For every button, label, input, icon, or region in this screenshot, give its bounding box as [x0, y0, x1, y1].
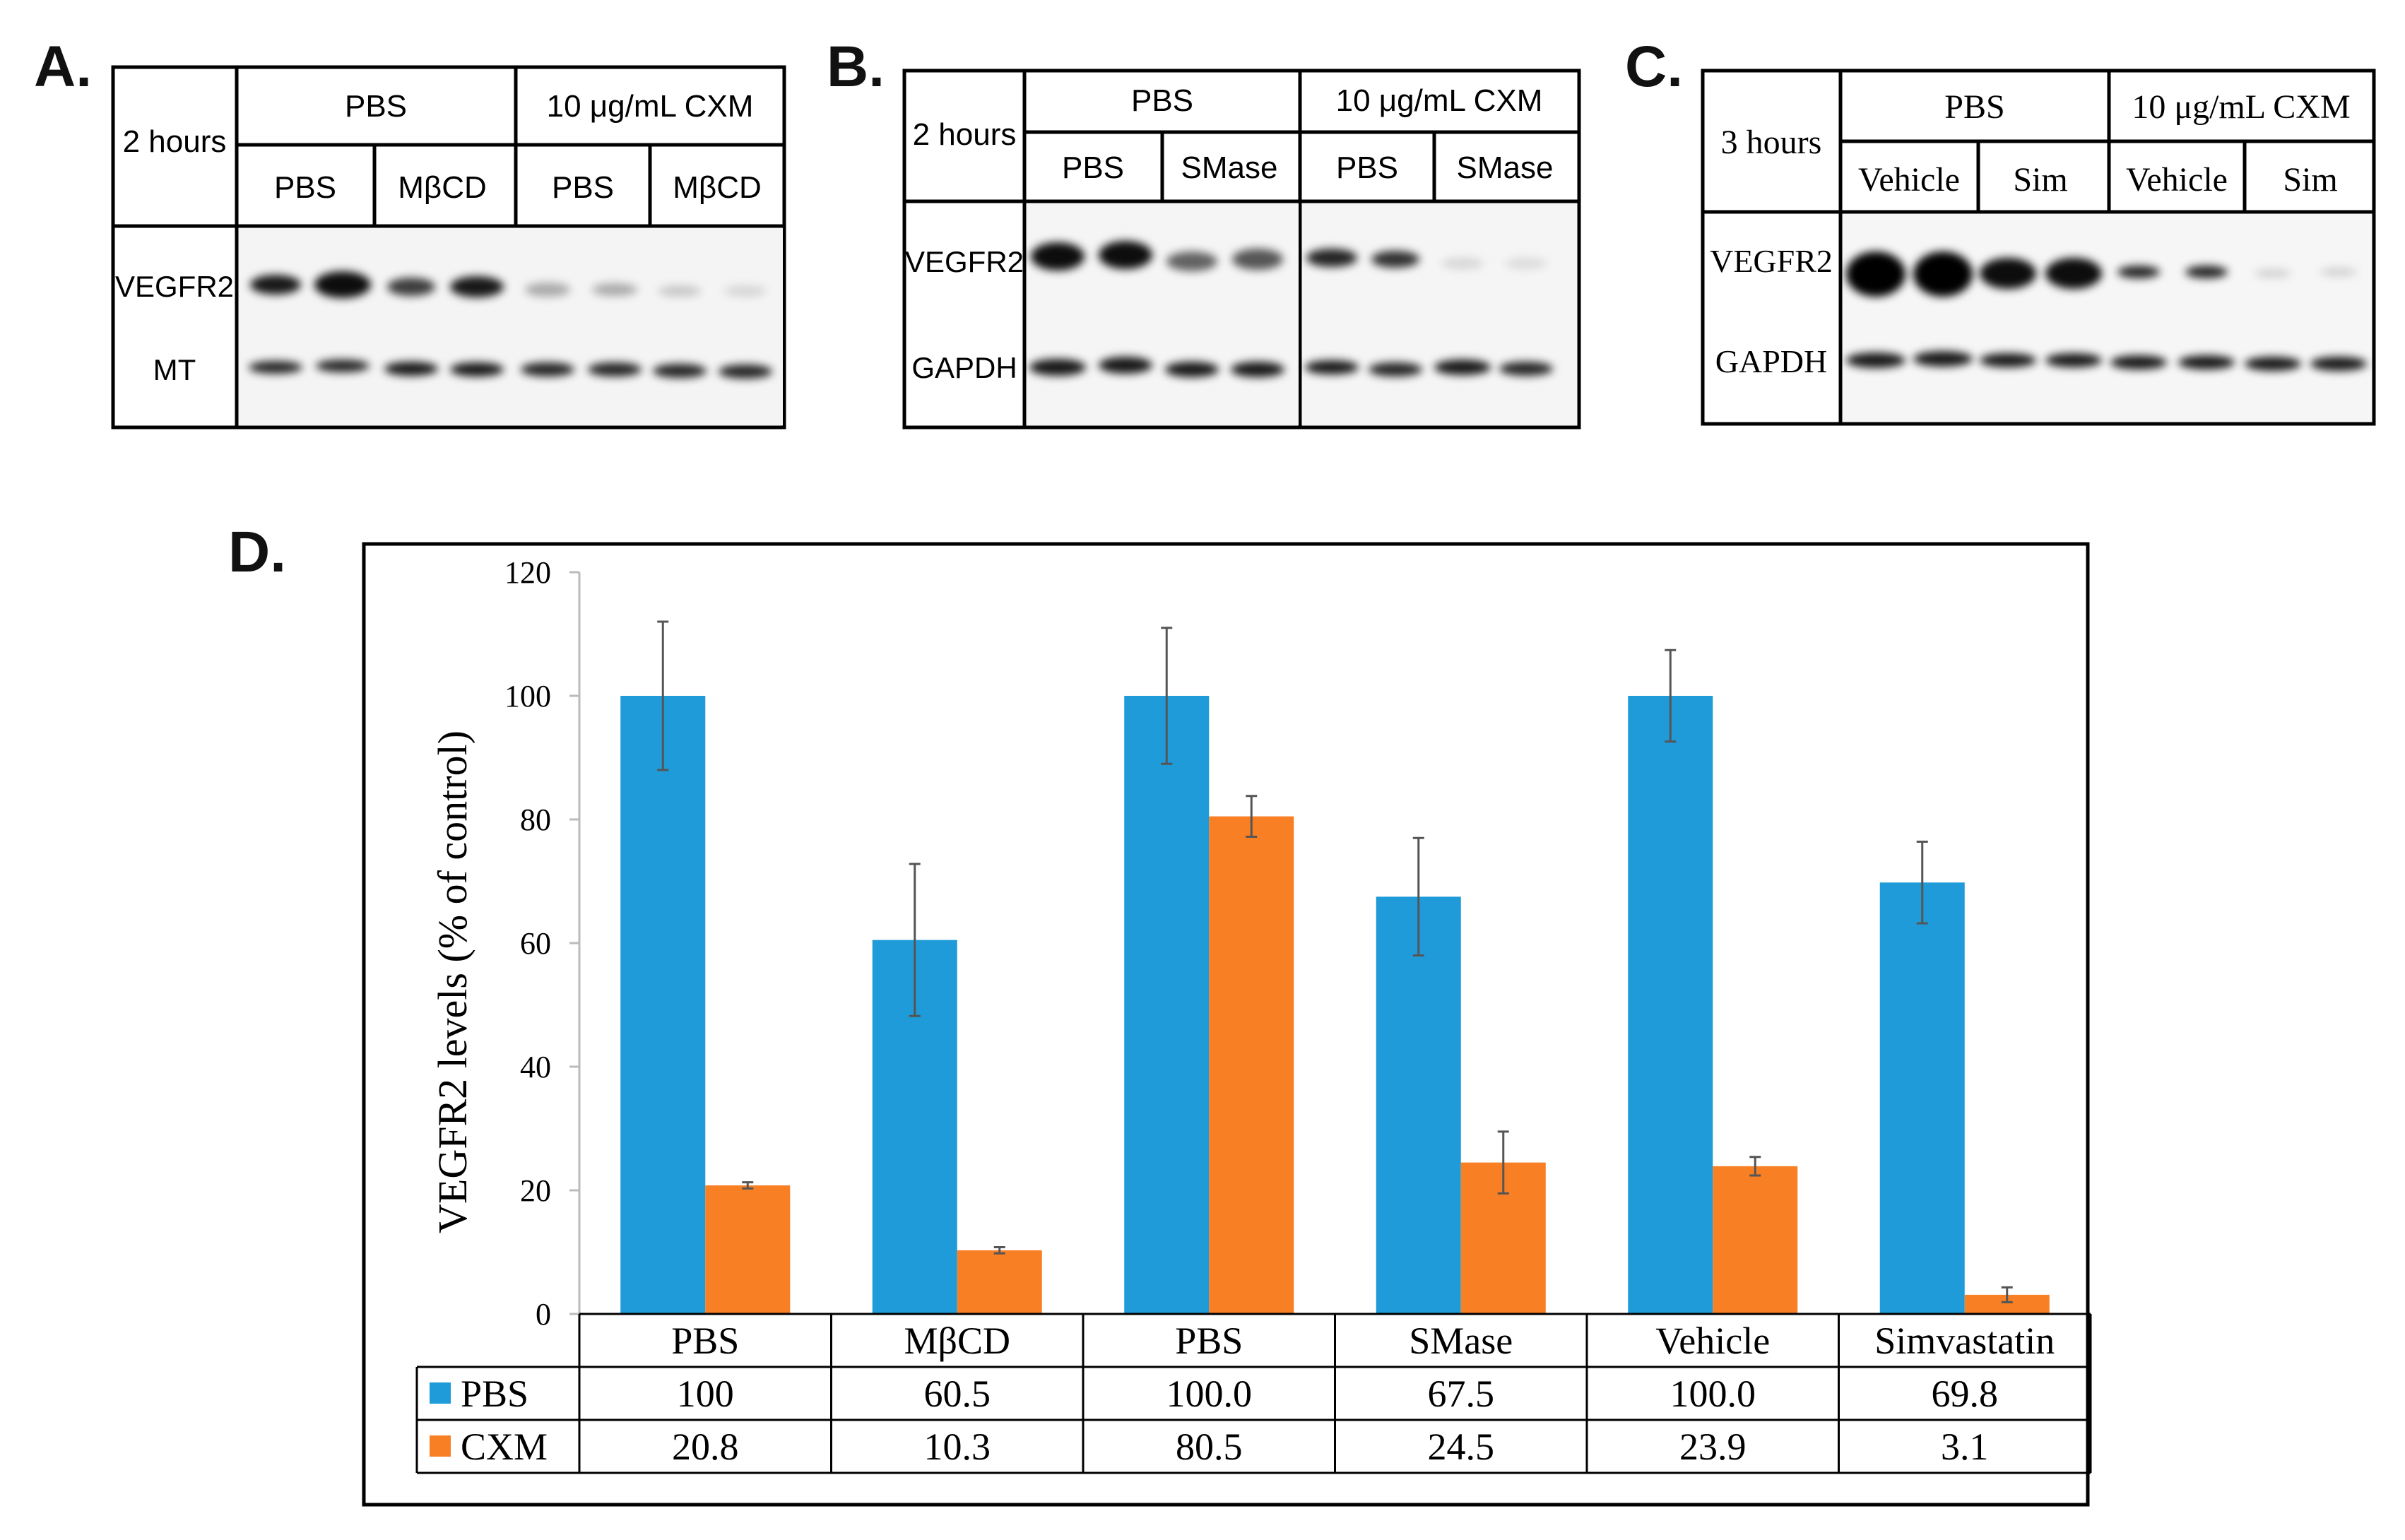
data-label-cxm: 10.3 [924, 1426, 991, 1468]
bar-pbs-3 [1376, 896, 1461, 1314]
blot-b-group-cxm: 10 μg/mL CXM [1336, 83, 1543, 118]
blot-c-lane-2: Sim [2013, 161, 2067, 199]
western-blot-a: 2 hours PBS 10 μg/mL CXM PBS MβCD PBS Mβ… [111, 65, 786, 430]
legend-swatch-cxm [430, 1435, 451, 1457]
blot-b-time: 2 hours [913, 117, 1017, 152]
blot-a-time: 2 hours [123, 124, 227, 159]
legend-label-cxm: CXM [461, 1426, 548, 1468]
panel-label-c: C. [1625, 35, 1683, 99]
panel-label-a: A. [34, 35, 92, 99]
bar-cxm-4 [1713, 1166, 1798, 1314]
blot-c-row-vegfr2: VEGFR2 [1710, 243, 1833, 279]
blot-c-lane-1: Vehicle [1858, 161, 1960, 199]
blot-a-group-cxm: 10 μg/mL CXM [547, 89, 754, 124]
blot-b-lane-3: PBS [1336, 150, 1398, 185]
y-tick-label: 100 [504, 679, 551, 713]
blot-a-lane-4: MβCD [673, 170, 762, 205]
data-label-pbs: 100 [677, 1373, 734, 1415]
blot-b-lane-1: PBS [1062, 150, 1124, 185]
blot-b-lane-2: SMase [1181, 150, 1278, 185]
blot-a-lane-2: MβCD [398, 170, 487, 205]
bar-cxm-0 [705, 1185, 791, 1314]
blot-b-row-vegfr2: VEGFR2 [905, 245, 1024, 278]
data-label-cxm: 80.5 [1176, 1426, 1243, 1468]
x-category-label: PBS [1175, 1320, 1243, 1362]
data-label-cxm: 20.8 [672, 1426, 739, 1468]
panel-label-d: D. [228, 520, 286, 584]
y-tick-label: 0 [536, 1297, 551, 1332]
blot-b-lane-4: SMase [1457, 150, 1554, 185]
data-label-pbs: 69.8 [1932, 1373, 1999, 1415]
bar-pbs-2 [1124, 696, 1210, 1314]
panel-label-b: B. [827, 35, 885, 99]
legend-label-pbs: PBS [461, 1373, 528, 1415]
blot-c-time: 3 hours [1721, 124, 1822, 161]
blot-a-lane-3: PBS [552, 170, 614, 205]
bar-cxm-2 [1209, 816, 1294, 1314]
blot-b-row-gapdh: GAPDH [911, 351, 1017, 384]
western-blot-b: 2 hours PBS 10 μg/mL CXM PBS SMase PBS S… [902, 69, 1581, 430]
blot-c-group-cxm: 10 μg/mL CXM [2132, 88, 2350, 126]
data-label-cxm: 3.1 [1941, 1426, 1989, 1468]
blot-c-row-gapdh: GAPDH [1715, 343, 1827, 379]
data-label-pbs: 100.0 [1670, 1373, 1756, 1415]
data-label-cxm: 23.9 [1679, 1426, 1747, 1468]
x-category-label: MβCD [904, 1320, 1010, 1362]
bar-pbs-4 [1628, 696, 1713, 1314]
x-category-label: Simvastatin [1874, 1320, 2055, 1362]
y-axis-label: VEGFR2 levels (% of control) [430, 730, 475, 1233]
x-category-label: SMase [1409, 1320, 1513, 1362]
data-label-cxm: 24.5 [1428, 1426, 1495, 1468]
y-tick-label: 120 [504, 555, 551, 590]
bar-pbs-5 [1879, 882, 1965, 1314]
blot-a-lane-1: PBS [274, 170, 336, 205]
data-label-pbs: 100.0 [1166, 1373, 1253, 1415]
blot-a-row-mt: MT [153, 353, 196, 386]
x-category-label: Vehicle [1655, 1320, 1770, 1362]
blot-c-group-pbs: PBS [1944, 88, 2004, 126]
legend-swatch-pbs [430, 1382, 451, 1404]
blot-a-row-vegfr2: VEGFR2 [115, 270, 234, 303]
blot-c-lane-4: Sim [2283, 161, 2337, 199]
western-blot-c: 3 hours PBS 10 μg/mL CXM Vehicle Sim Veh… [1701, 69, 2376, 426]
blot-b-group-pbs: PBS [1131, 83, 1193, 118]
y-tick-label: 20 [520, 1173, 551, 1208]
blot-a-group-pbs: PBS [345, 89, 407, 124]
bar-pbs-0 [620, 696, 706, 1314]
x-category-label: PBS [671, 1320, 739, 1362]
y-tick-label: 60 [520, 926, 551, 961]
y-tick-label: 80 [520, 802, 551, 837]
bar-cxm-1 [957, 1250, 1042, 1314]
data-label-pbs: 60.5 [924, 1373, 991, 1415]
data-label-pbs: 67.5 [1428, 1373, 1495, 1415]
y-tick-label: 40 [520, 1050, 551, 1084]
blot-c-lane-3: Vehicle [2126, 161, 2228, 199]
